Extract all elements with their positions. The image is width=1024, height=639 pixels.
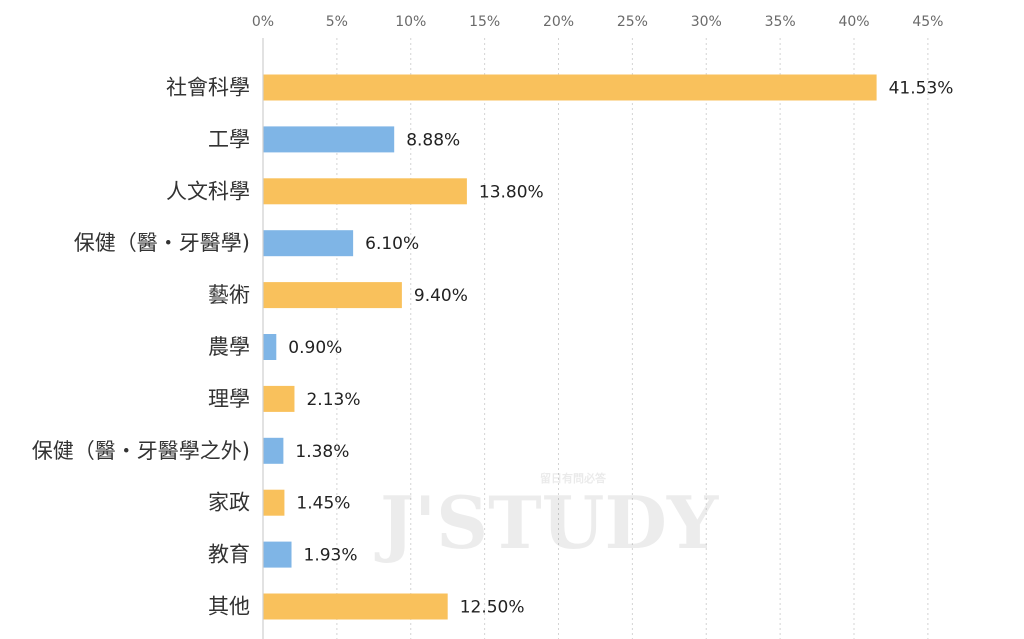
category-label: 保健（醫・牙醫學之外) (32, 439, 250, 463)
x-tick-label: 15% (469, 14, 500, 30)
value-label: 13.80% (479, 182, 544, 202)
bar (263, 178, 467, 205)
x-tick-label: 35% (765, 14, 796, 30)
value-label: 12.50% (460, 598, 525, 618)
category-label: 人文科學 (166, 179, 250, 203)
bar (263, 74, 877, 101)
value-label: 6.10% (365, 234, 419, 254)
value-label: 1.45% (296, 494, 350, 514)
bar (263, 126, 395, 153)
x-axis-ticks: 0% 5% 10% 15% 20% 25% 30% 35% 40% 45% (252, 14, 944, 30)
x-tick-label: 10% (395, 14, 426, 30)
x-tick-label: 0% (252, 14, 274, 30)
x-tick-label: 25% (617, 14, 648, 30)
category-label: 社會科學 (166, 76, 250, 100)
value-label: 0.90% (288, 338, 342, 358)
watermark-text: J'STUDY (374, 480, 720, 565)
category-label: 家政 (208, 491, 250, 515)
watermark: J'STUDY 留日有問必答 (374, 471, 720, 565)
x-tick-label: 5% (326, 14, 348, 30)
bar (263, 230, 354, 257)
x-tick-label: 20% (543, 14, 574, 30)
value-label: 2.13% (306, 390, 360, 410)
bar (263, 541, 292, 568)
category-label: 理學 (208, 387, 250, 411)
value-label: 1.38% (295, 442, 349, 462)
category-label: 教育 (208, 543, 250, 567)
value-label: 1.93% (304, 546, 358, 566)
category-label: 其他 (208, 595, 250, 619)
x-tick-label: 45% (912, 14, 943, 30)
x-tick-label: 30% (691, 14, 722, 30)
bars: 社會科學 41.53% 工學 8.88% 人文科學 13.80% 保健（醫・牙醫學) 6.10… (32, 74, 954, 620)
watermark-subtext: 留日有問必答 (540, 471, 607, 485)
x-tick-label: 40% (838, 14, 869, 30)
grid-lines (336, 38, 929, 639)
value-label: 8.88% (406, 130, 460, 150)
bar (263, 593, 448, 620)
category-label: 保健（醫・牙醫學) (74, 231, 250, 255)
bar (263, 489, 285, 516)
category-label: 農學 (208, 335, 250, 359)
category-label: 藝術 (208, 283, 250, 307)
bar (263, 282, 402, 309)
bar (263, 385, 295, 412)
category-label: 工學 (208, 127, 250, 151)
value-label: 41.53% (889, 79, 954, 99)
bar (263, 334, 277, 360)
bar (263, 437, 284, 464)
value-label: 9.40% (414, 286, 468, 306)
